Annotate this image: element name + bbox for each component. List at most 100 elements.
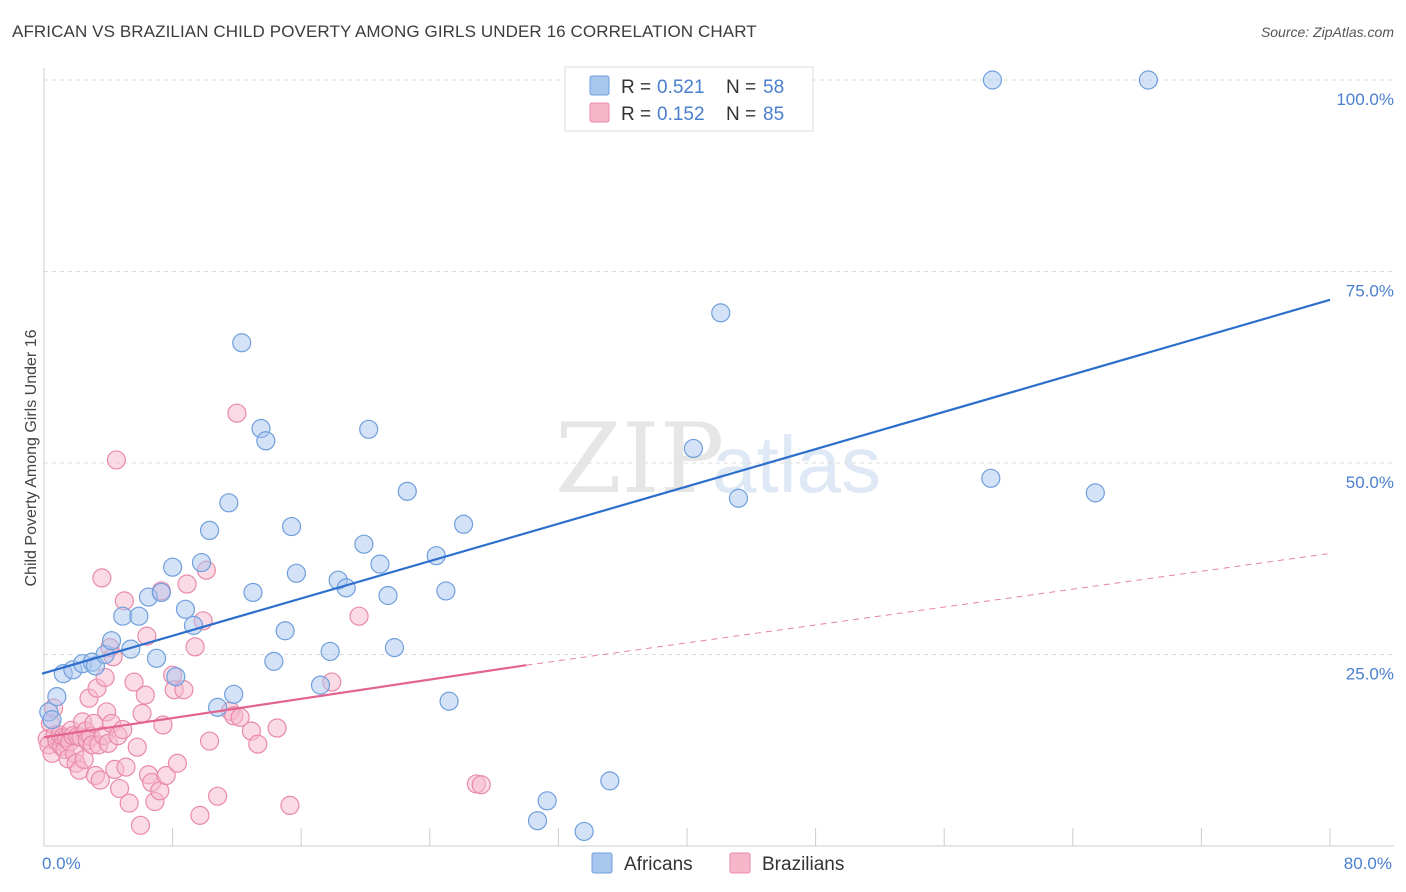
brazilians-trend-line	[43, 664, 527, 739]
africans-point-33	[310, 675, 331, 695]
y-tick-label-75: 75.0%	[1346, 282, 1394, 301]
legend-series: Africans Brazilians	[591, 852, 844, 875]
brazilians-point-42	[106, 450, 126, 470]
africans-point-15	[151, 582, 171, 603]
brazilians-point-51	[130, 815, 151, 835]
x-tick-label-max: 80.0%	[1344, 854, 1392, 873]
africans-point-51	[683, 438, 704, 459]
africans-point-12	[129, 606, 149, 626]
brazilians-points	[37, 403, 491, 835]
brazilians-point-50	[127, 737, 147, 757]
legend-bottom-swatch-africans	[591, 852, 613, 874]
africans-point-38	[359, 419, 379, 439]
africans-point-2	[47, 687, 67, 707]
brazilians-point-84	[471, 775, 491, 795]
trend-lines	[41, 298, 1331, 739]
africans-point-52	[711, 303, 731, 323]
brazilians-point-80	[280, 795, 300, 816]
brazilians-point-79	[267, 718, 287, 738]
africans-trend-line	[41, 298, 1331, 675]
africans-point-50	[600, 771, 620, 791]
africans-point-40	[378, 585, 398, 606]
watermark-zip: ZIP	[555, 403, 724, 515]
africans-point-41	[384, 638, 405, 658]
brazilians-point-32	[90, 770, 110, 790]
legend-r-value-africans: 0.521	[657, 77, 705, 98]
africans-point-10	[113, 606, 133, 626]
brazilians-point-54	[137, 626, 157, 646]
legend-r-label-africans: R =	[621, 77, 651, 98]
brazilians-point-45	[113, 719, 133, 740]
africans-points	[39, 70, 1158, 842]
source-label: Source: ZipAtlas.com	[1260, 24, 1394, 40]
africans-point-24	[224, 684, 244, 704]
brazilians-point-61	[156, 765, 176, 786]
africans-point-9	[101, 631, 122, 651]
africans-point-20	[191, 552, 212, 573]
brazilians-point-78	[248, 734, 268, 754]
legend-r-value-brazilians: 0.152	[657, 104, 705, 125]
africans-point-39	[370, 554, 390, 574]
africans-point-48	[537, 791, 557, 811]
brazilians-point-48	[119, 793, 139, 813]
africans-point-30	[275, 621, 295, 641]
africans-point-26	[243, 582, 263, 603]
legend-bottom-label-africans: Africans	[624, 854, 693, 875]
brazilians-point-82	[349, 606, 369, 626]
africans-point-22	[208, 697, 228, 717]
brazilians-point-44	[109, 778, 130, 799]
africans-point-23	[219, 493, 239, 513]
x-tick-labels: 0.0% 80.0%	[42, 854, 1392, 873]
africans-point-46	[453, 514, 474, 534]
brazilians-trend-extension	[526, 552, 1331, 666]
africans-point-53	[728, 488, 749, 508]
africans-point-16	[163, 557, 183, 577]
africans-point-32	[286, 563, 306, 583]
africans-point-11	[121, 639, 141, 659]
brazilians-point-67	[185, 637, 205, 657]
africans-point-29	[264, 651, 284, 671]
brazilians-point-66	[177, 574, 197, 594]
brazilians-point-52	[132, 703, 152, 724]
brazilians-point-47	[116, 757, 136, 777]
africans-point-17	[166, 667, 186, 687]
legend-bottom-swatch-brazilians	[729, 852, 751, 874]
africans-point-28	[256, 431, 276, 451]
legend-r-label-brazilians: R =	[621, 104, 651, 125]
brazilians-point-33	[92, 568, 112, 588]
legend-n-label-brazilians: N =	[726, 104, 756, 125]
y-tick-label-100: 100.0%	[1336, 90, 1394, 109]
africans-point-37	[354, 534, 374, 554]
legend-n-label-africans: N =	[726, 77, 756, 98]
brazilians-point-75	[227, 403, 247, 423]
brazilians-point-72	[208, 786, 228, 806]
africans-point-56	[1085, 483, 1105, 503]
gridlines	[44, 79, 1394, 655]
legend-n-value-africans: 58	[763, 77, 784, 98]
africans-point-31	[281, 516, 302, 537]
africans-point-45	[439, 691, 459, 711]
legend-swatch-brazilians	[589, 102, 610, 123]
brazilians-point-53	[135, 685, 155, 705]
africans-point-49	[574, 821, 594, 842]
legend-stats: R = 0.521 N = 58 R = 0.152 N = 85	[564, 66, 814, 132]
africans-point-21	[199, 520, 220, 541]
y-tick-labels: 25.0% 50.0% 75.0% 100.0%	[1336, 90, 1394, 684]
africans-point-1	[42, 710, 62, 730]
brazilians-point-64	[167, 753, 188, 773]
africans-point-34	[320, 641, 340, 662]
africans-point-25	[232, 333, 252, 353]
africans-point-44	[436, 581, 456, 601]
africans-point-55	[982, 70, 1003, 90]
legend-n-value-brazilians: 85	[763, 104, 784, 125]
brazilians-point-68	[190, 805, 210, 825]
y-tick-label-25: 25.0%	[1346, 665, 1394, 684]
legend-swatch-africans	[589, 75, 610, 96]
chart-title: AFRICAN VS BRAZILIAN CHILD POVERTY AMONG…	[12, 22, 757, 41]
africans-point-42	[397, 481, 417, 501]
africans-point-54	[981, 468, 1001, 488]
africans-point-14	[146, 648, 167, 668]
y-axis-label: Child Poverty Among Girls Under 16	[23, 329, 40, 586]
x-tick-label-min: 0.0%	[42, 854, 81, 873]
